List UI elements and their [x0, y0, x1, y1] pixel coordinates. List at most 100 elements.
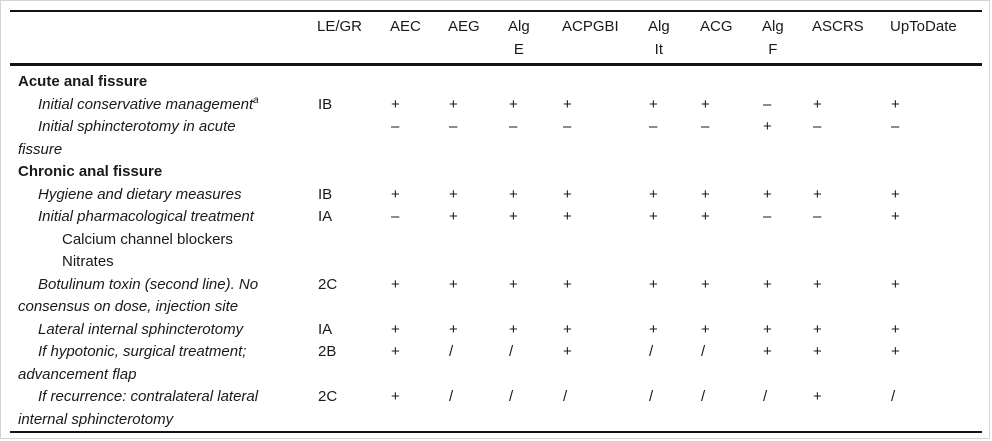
row-label: Initial sphincterotomy in acute fissure	[18, 118, 236, 158]
consensus-symbol: +	[391, 185, 400, 203]
consensus-symbol: +	[891, 185, 900, 203]
legr-value: IB	[318, 95, 333, 113]
consensus-symbol: /	[701, 388, 706, 405]
legr-value: IA	[318, 320, 333, 338]
consensus-symbol: +	[509, 95, 518, 113]
consensus-symbol: +	[563, 95, 572, 113]
consensus-symbol: +	[891, 275, 900, 293]
row-label: Acute anal fissure	[18, 73, 148, 90]
consensus-symbol: +	[891, 208, 900, 225]
consensus-symbol: +	[509, 208, 518, 225]
consensus-symbol: –	[763, 208, 772, 225]
consensus-symbol: /	[649, 343, 654, 360]
consensus-symbol: +	[649, 208, 658, 225]
consensus-symbol: +	[563, 185, 572, 203]
column-header-alg-it: Alg It	[648, 11, 700, 66]
consensus-symbol: –	[509, 118, 518, 135]
consensus-symbol: +	[391, 275, 400, 293]
row-label: If hypotonic, surgical treatment; advanc…	[18, 343, 247, 383]
consensus-symbol: +	[449, 95, 458, 113]
consensus-symbol: +	[391, 343, 400, 360]
column-header-uptodate: UpToDate	[890, 11, 982, 66]
consensus-symbol: +	[813, 388, 822, 405]
consensus-symbol: –	[763, 95, 772, 113]
item-row: If recurrence: contralateral lateral int…	[10, 386, 982, 432]
consensus-symbol: +	[813, 95, 822, 113]
consensus-symbol: –	[563, 118, 572, 135]
row-label: Initial conservative managementa	[38, 94, 259, 113]
consensus-symbol: +	[813, 275, 822, 293]
consensus-symbol: +	[449, 185, 458, 203]
consensus-symbol: –	[813, 118, 822, 135]
consensus-symbol: –	[449, 118, 458, 135]
consensus-symbol: /	[701, 343, 706, 360]
item-row: If hypotonic, surgical treatment; advanc…	[10, 341, 982, 386]
consensus-symbol: /	[563, 388, 568, 405]
section-row: Chronic anal fissure	[10, 161, 982, 184]
item-row: Hygiene and dietary measures IB + + + + + + + + +	[10, 184, 982, 207]
consensus-symbol: +	[449, 208, 458, 225]
consensus-symbol: +	[891, 95, 900, 113]
legr-value: IB	[318, 185, 333, 203]
item-row: Botulinum toxin (second line). No consen…	[10, 274, 982, 319]
consensus-symbol: +	[763, 275, 772, 293]
consensus-symbol: /	[509, 388, 514, 405]
consensus-symbol: –	[813, 208, 822, 225]
subitem-row: Nitrates	[10, 251, 982, 274]
consensus-symbol: +	[813, 343, 822, 360]
consensus-symbol: +	[891, 320, 900, 338]
consensus-symbol: +	[891, 343, 900, 360]
row-label: Lateral internal sphincterotomy	[38, 320, 244, 338]
footnote-marker: a	[253, 94, 259, 106]
consensus-symbol: +	[509, 320, 518, 338]
consensus-symbol: –	[391, 208, 400, 225]
consensus-symbol: +	[449, 275, 458, 293]
legr-value: 2C	[318, 275, 338, 293]
consensus-symbol: +	[649, 95, 658, 113]
consensus-symbol: +	[563, 320, 572, 338]
item-row: Initial pharmacological treatment IA – + + + +…	[10, 206, 982, 229]
consensus-symbol: +	[509, 275, 518, 293]
guidelines-comparison-table: LE/GR AEC AEG Alg E ACPGBI Alg It ACG Alg F…	[10, 10, 982, 433]
consensus-symbol: +	[563, 275, 572, 293]
consensus-symbol: +	[563, 343, 572, 360]
consensus-symbol: +	[391, 320, 400, 338]
consensus-symbol: /	[509, 343, 514, 360]
row-label: Hygiene and dietary measures	[38, 185, 242, 203]
consensus-symbol: –	[891, 118, 900, 135]
legr-value: 2C	[318, 388, 338, 405]
column-header-legr: LE/GR	[317, 11, 390, 66]
row-label-header	[10, 11, 317, 66]
consensus-symbol: +	[763, 320, 772, 338]
consensus-symbol: +	[701, 208, 710, 225]
consensus-symbol: +	[701, 95, 710, 113]
section-row: Acute anal fissure	[10, 65, 982, 94]
legr-value	[317, 116, 390, 161]
consensus-symbol: –	[649, 118, 658, 135]
consensus-symbol: +	[391, 388, 400, 405]
consensus-symbol: +	[763, 118, 772, 135]
item-row: Lateral internal sphincterotomy IA + + + + + + +…	[10, 319, 982, 342]
consensus-symbol: +	[701, 275, 710, 293]
consensus-symbol: –	[701, 118, 710, 135]
table-body: Acute anal fissure Initial conservative m…	[10, 65, 982, 433]
row-label: Botulinum toxin (second line). No consen…	[18, 275, 259, 316]
consensus-symbol: /	[649, 388, 654, 405]
column-header-aec: AEC	[390, 11, 448, 66]
subitem-row: Calcium channel blockers	[10, 229, 982, 252]
consensus-symbol: +	[649, 320, 658, 338]
row-label: Initial pharmacological treatment	[38, 208, 254, 225]
consensus-symbol: +	[701, 320, 710, 338]
consensus-symbol: +	[813, 185, 822, 203]
legr-value: 2B	[318, 343, 337, 360]
consensus-symbol: +	[763, 185, 772, 203]
consensus-symbol: /	[763, 388, 768, 405]
consensus-symbol: –	[391, 118, 400, 135]
legr-value: IA	[318, 208, 333, 225]
consensus-symbol: +	[701, 185, 710, 203]
consensus-symbol: +	[449, 320, 458, 338]
item-row: Initial conservative managementa IB + + + + + +…	[10, 94, 982, 117]
table-header: LE/GR AEC AEG Alg E ACPGBI Alg It ACG Alg F…	[10, 11, 982, 66]
column-header-alg-f: Alg F	[762, 11, 812, 66]
